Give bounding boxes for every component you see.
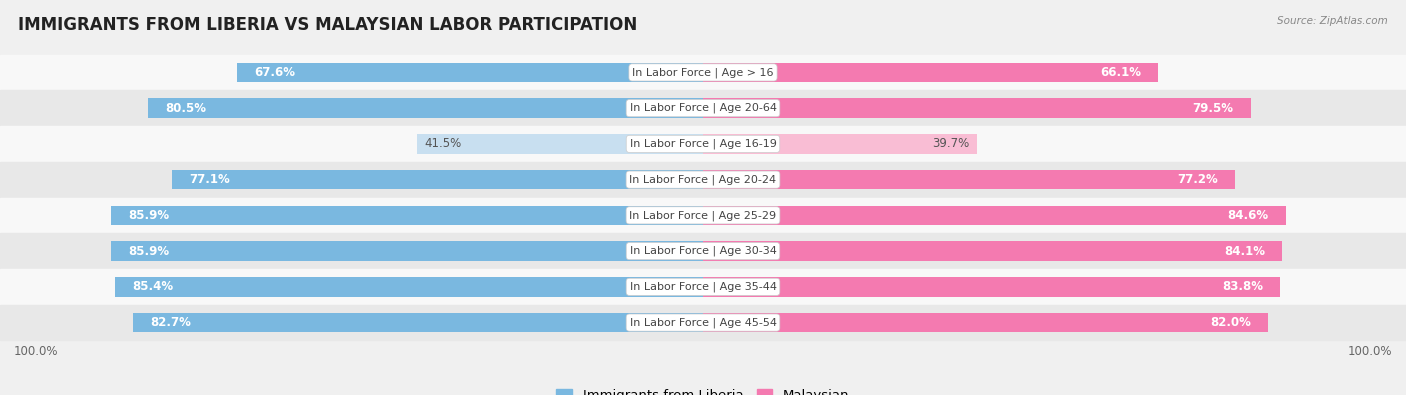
Text: 66.1%: 66.1% [1099, 66, 1142, 79]
Text: In Labor Force | Age 35-44: In Labor Force | Age 35-44 [630, 282, 776, 292]
Bar [703, 170, 1234, 190]
Bar [418, 134, 703, 154]
Text: 39.7%: 39.7% [932, 137, 970, 150]
Text: 100.0%: 100.0% [1347, 345, 1392, 358]
Text: 100.0%: 100.0% [14, 345, 59, 358]
Bar [703, 277, 1281, 297]
Bar [0, 55, 1406, 90]
Text: 79.5%: 79.5% [1192, 102, 1233, 115]
Text: 77.1%: 77.1% [188, 173, 229, 186]
Text: In Labor Force | Age 16-19: In Labor Force | Age 16-19 [630, 139, 776, 149]
Bar [111, 241, 703, 261]
Text: In Labor Force | Age 25-29: In Labor Force | Age 25-29 [630, 210, 776, 221]
Text: In Labor Force | Age 45-54: In Labor Force | Age 45-54 [630, 317, 776, 328]
Text: 41.5%: 41.5% [425, 137, 461, 150]
Bar [134, 313, 703, 333]
Text: In Labor Force | Age > 16: In Labor Force | Age > 16 [633, 67, 773, 78]
Bar [703, 98, 1251, 118]
Bar [111, 205, 703, 225]
Text: 82.7%: 82.7% [150, 316, 191, 329]
Bar [0, 305, 1406, 340]
Text: 77.2%: 77.2% [1177, 173, 1218, 186]
Text: 85.9%: 85.9% [128, 209, 170, 222]
Text: IMMIGRANTS FROM LIBERIA VS MALAYSIAN LABOR PARTICIPATION: IMMIGRANTS FROM LIBERIA VS MALAYSIAN LAB… [18, 16, 637, 34]
Text: 84.6%: 84.6% [1227, 209, 1268, 222]
Text: 85.9%: 85.9% [128, 245, 170, 258]
Bar [0, 269, 1406, 305]
Text: In Labor Force | Age 20-24: In Labor Force | Age 20-24 [630, 174, 776, 185]
Bar [0, 90, 1406, 126]
Bar [0, 233, 1406, 269]
Text: 82.0%: 82.0% [1209, 316, 1251, 329]
Text: In Labor Force | Age 30-34: In Labor Force | Age 30-34 [630, 246, 776, 256]
Text: 85.4%: 85.4% [132, 280, 173, 293]
Text: In Labor Force | Age 20-64: In Labor Force | Age 20-64 [630, 103, 776, 113]
Text: 83.8%: 83.8% [1222, 280, 1263, 293]
Bar [703, 313, 1268, 333]
Bar [149, 98, 703, 118]
Text: 84.1%: 84.1% [1225, 245, 1265, 258]
Bar [703, 134, 977, 154]
Bar [703, 62, 1159, 82]
Text: Source: ZipAtlas.com: Source: ZipAtlas.com [1277, 16, 1388, 26]
Bar [238, 62, 703, 82]
Text: 80.5%: 80.5% [166, 102, 207, 115]
Legend: Immigrants from Liberia, Malaysian: Immigrants from Liberia, Malaysian [551, 384, 855, 395]
Bar [172, 170, 703, 190]
Bar [115, 277, 703, 297]
Text: 67.6%: 67.6% [254, 66, 295, 79]
Bar [0, 198, 1406, 233]
Bar [0, 162, 1406, 198]
Bar [703, 241, 1282, 261]
Bar [0, 126, 1406, 162]
Bar [703, 205, 1286, 225]
